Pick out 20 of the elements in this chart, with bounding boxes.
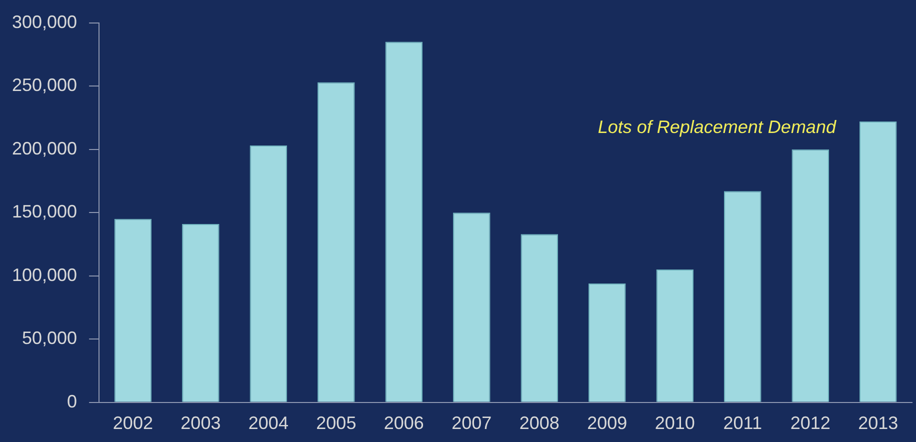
y-tick-label: 300,000 — [12, 12, 78, 32]
x-tick-label: 2004 — [248, 413, 288, 434]
x-tick-label: 2008 — [519, 413, 560, 434]
x-tick-label: 2011 — [723, 413, 762, 434]
x-tick-label: 2010 — [654, 413, 695, 434]
y-tick-label: 200,000 — [12, 138, 78, 158]
y-tick-label: 0 — [67, 391, 78, 412]
x-tick-label: 2009 — [587, 413, 628, 434]
x-tick-label: 2013 — [858, 413, 898, 434]
x-tick-label: 2007 — [452, 413, 492, 434]
y-tick-label: 100,000 — [12, 264, 78, 285]
x-tick-label: 2003 — [180, 413, 221, 434]
y-tick-label: 250,000 — [12, 75, 78, 96]
x-tick-label: 2006 — [384, 413, 424, 434]
y-tick-label: 50,000 — [22, 328, 78, 348]
x-tick-label: 2005 — [316, 413, 356, 434]
x-tick-label: 2002 — [112, 413, 153, 434]
annotation: Lots of Replacement Demand — [598, 116, 837, 137]
x-tick-label: 2012 — [790, 413, 830, 434]
y-tick-label: 150,000 — [12, 202, 78, 222]
